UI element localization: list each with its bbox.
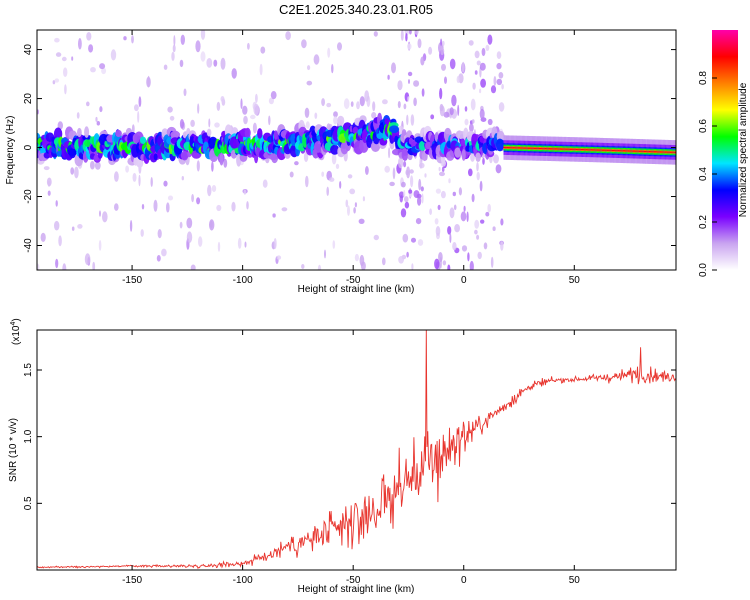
- spectrogram-y-label: Frequency (Hz): [5, 116, 16, 185]
- x-tick-label: -100: [233, 575, 253, 586]
- y-tick-label: -40: [23, 238, 34, 253]
- colorbar-label: Normalized spectral amplitude: [738, 82, 749, 217]
- colorbar-tick-label: 0.4: [698, 167, 709, 181]
- colorbar-tick-label: 0.6: [698, 119, 709, 133]
- y-tick-label: 40: [23, 44, 34, 56]
- snr-plot-area: [37, 330, 676, 570]
- y-tick-label: 1.0: [23, 429, 34, 443]
- x-tick-label: -100: [233, 275, 253, 286]
- snr-x-label: Height of straight line (km): [298, 584, 415, 595]
- colorbar-gradient: [712, 30, 738, 270]
- snr-scale-note: (x104): [10, 318, 22, 345]
- y-tick-label: 1.5: [23, 363, 34, 377]
- colorbar-tick-label: 0.8: [698, 71, 709, 85]
- y-tick-label: 20: [23, 93, 34, 105]
- y-tick-label: 0: [23, 144, 34, 150]
- x-tick-label: 50: [569, 575, 581, 586]
- x-tick-label: 50: [569, 275, 581, 286]
- x-tick-label: 0: [461, 575, 467, 586]
- snr-y-label: SNR (10 * v/v): [8, 418, 19, 482]
- chart-title: C2E1.2025.340.23.01.R05: [279, 2, 433, 17]
- y-tick-label: -20: [23, 189, 34, 204]
- snr-panel: -150 -100 -50 0 50 0.51.01.5 Height of strai…: [8, 318, 676, 595]
- x-tick-label: -150: [122, 575, 142, 586]
- x-tick-label: -150: [122, 275, 142, 286]
- y-tick-label: 0.5: [23, 496, 34, 510]
- spectrogram-x-label: Height of straight line (km): [298, 284, 415, 295]
- colorbar-tick-label: 0.0: [698, 263, 709, 277]
- colorbar-tick-label: 0.2: [698, 215, 709, 229]
- x-tick-label: 0: [461, 275, 467, 286]
- colorbar: 0.0 0.2 0.4 0.6 0.8 Normalized spectral ampl…: [698, 30, 749, 277]
